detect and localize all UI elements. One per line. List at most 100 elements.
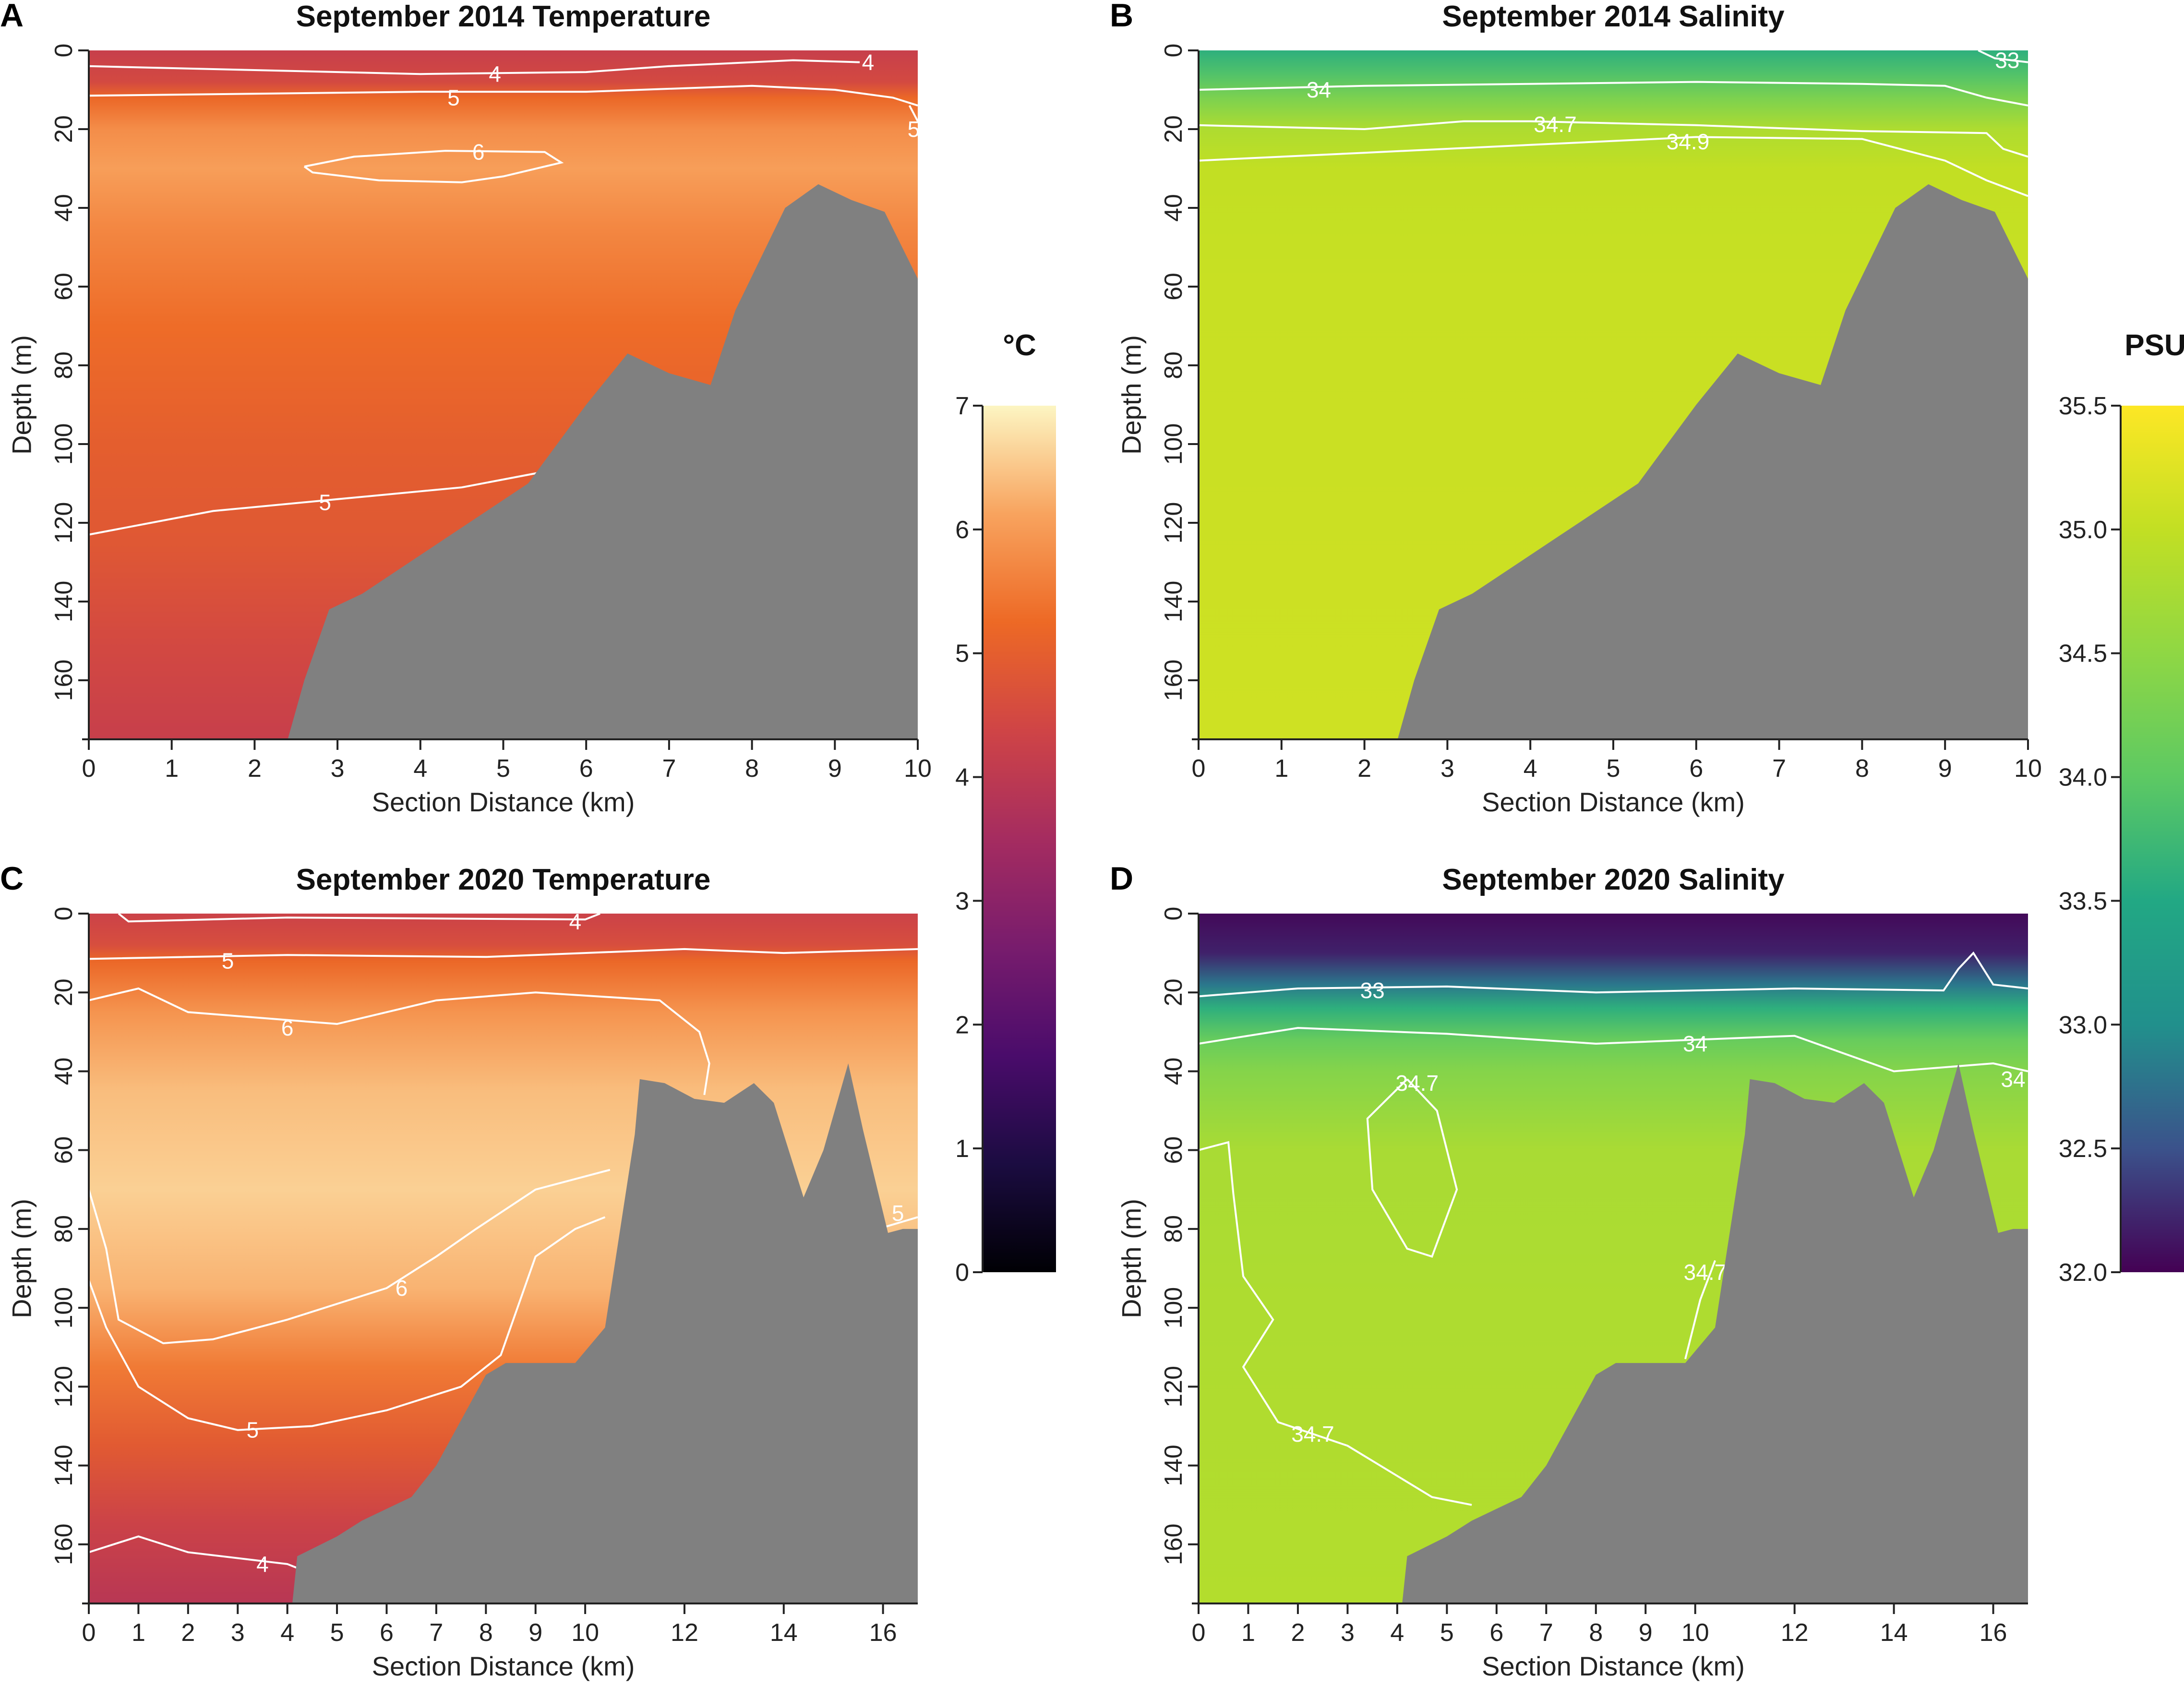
colorbar-ramp-temp (983, 406, 1056, 1272)
contour-label-A-3-0: 5 (319, 490, 331, 515)
x-tick-label-B-7: 7 (1772, 755, 1786, 783)
contour-D-3 (1198, 1141, 1472, 1506)
x-tick-label-D-2: 2 (1291, 1619, 1305, 1647)
x-tick-label-C-7: 7 (429, 1619, 443, 1647)
x-tick-label-A-1: 1 (165, 755, 179, 783)
contour-label-C-6-0: 5 (892, 1201, 904, 1226)
y-tick-label-A-160: 160 (50, 660, 78, 701)
x-tick-label-C-8: 8 (479, 1619, 493, 1647)
contour-label-C-2-0: 6 (281, 1015, 294, 1040)
contour-A-4 (908, 105, 919, 122)
y-tick-label-D-20: 20 (1160, 978, 1188, 1006)
y-tick-label-B-40: 40 (1160, 194, 1188, 222)
y-tick-label-C-20: 20 (50, 978, 78, 1006)
panel-title-C: September 2020 Temperature (296, 863, 711, 896)
x-tick-label-D-8: 8 (1589, 1619, 1603, 1647)
x-tick-label-C-5: 5 (330, 1619, 344, 1647)
x-tick-label-B-1: 1 (1274, 755, 1288, 783)
colorbar-tick-label-sal-6: 35.0 (2059, 516, 2107, 544)
x-tick-label-D-10: 10 (1681, 1619, 1709, 1647)
contour-label-A-4-0: 5 (908, 117, 920, 142)
y-tick-label-A-140: 140 (50, 581, 78, 623)
y-tick-label-D-120: 120 (1160, 1366, 1188, 1408)
contour-D-0 (1198, 951, 2028, 998)
y-tick-label-B-100: 100 (1160, 423, 1188, 465)
panel-letter-D: D (1110, 860, 1133, 897)
contour-D-4 (1684, 1260, 1716, 1360)
contour-C-3 (88, 1169, 611, 1345)
colorbar-tick-label-temp-6: 6 (955, 516, 969, 544)
x-tick-label-B-4: 4 (1524, 755, 1537, 783)
y-tick-label-A-40: 40 (50, 194, 78, 222)
x-tick-label-A-6: 6 (579, 755, 593, 783)
x-axis-title-D: Section Distance (km) (1482, 1651, 1745, 1681)
x-tick-label-B-6: 6 (1689, 755, 1703, 783)
x-tick-label-D-12: 12 (1781, 1619, 1809, 1647)
x-tick-label-A-0: 0 (82, 755, 96, 783)
y-tick-label-B-120: 120 (1160, 502, 1188, 544)
x-tick-label-B-10: 10 (2014, 755, 2042, 783)
contour-label-D-3-0: 34.7 (1291, 1422, 1334, 1446)
x-tick-label-B-5: 5 (1607, 755, 1620, 783)
panel-letter-C: C (0, 860, 24, 897)
y-tick-label-C-60: 60 (50, 1136, 78, 1164)
y-tick-label-B-140: 140 (1160, 581, 1188, 623)
y-tick-label-C-140: 140 (50, 1445, 78, 1486)
y-tick-label-C-160: 160 (50, 1523, 78, 1565)
y-tick-label-B-0: 0 (1160, 44, 1188, 58)
contour-label-C-4-0: 5 (246, 1418, 259, 1443)
colorbar-tick-label-sal-7: 35.5 (2059, 392, 2107, 420)
colorbar-tick-label-temp-0: 0 (955, 1259, 969, 1287)
panel-letter-A: A (0, 0, 24, 34)
y-tick-label-B-80: 80 (1160, 351, 1188, 379)
contour-label-C-3-0: 6 (396, 1276, 408, 1301)
x-tick-label-B-8: 8 (1855, 755, 1869, 783)
colorbar-tick-label-temp-5: 5 (955, 640, 969, 668)
x-tick-label-C-1: 1 (132, 1619, 145, 1647)
contour-C-1 (88, 948, 918, 960)
contour-label-B-3-0: 34.9 (1667, 129, 1710, 154)
x-tick-label-D-7: 7 (1539, 1619, 1553, 1647)
y-tick-label-D-140: 140 (1160, 1445, 1188, 1486)
colorbar-tick-label-temp-4: 4 (955, 764, 969, 792)
contour-label-B-0-0: 34 (1307, 77, 1331, 102)
colorbar-tick-label-sal-3: 33.5 (2059, 887, 2107, 915)
y-tick-label-A-0: 0 (50, 44, 78, 58)
x-axis-title-B: Section Distance (km) (1482, 787, 1745, 817)
colorbar-tick-label-sal-4: 34.0 (2059, 764, 2107, 792)
y-tick-label-A-120: 120 (50, 502, 78, 544)
y-axis-title-C: Depth (m) (7, 1199, 37, 1318)
contour-C-0 (118, 913, 600, 923)
x-tick-label-C-3: 3 (231, 1619, 245, 1647)
y-tick-label-C-0: 0 (50, 907, 78, 921)
x-tick-label-A-5: 5 (496, 755, 510, 783)
contour-B-1 (1978, 49, 2028, 63)
x-tick-label-A-4: 4 (413, 755, 427, 783)
x-tick-label-C-14: 14 (770, 1619, 798, 1647)
x-tick-label-D-3: 3 (1341, 1619, 1355, 1647)
x-tick-label-C-16: 16 (869, 1619, 897, 1647)
y-tick-label-A-100: 100 (50, 423, 78, 465)
contour-label-B-1-0: 33 (1995, 48, 2019, 73)
y-axis-title-B: Depth (m) (1116, 335, 1147, 455)
contour-B-2 (1198, 120, 2028, 158)
contour-B-3 (1198, 136, 2028, 197)
contour-A-3 (88, 470, 545, 536)
contour-label-D-1-1: 34 (2001, 1067, 2025, 1092)
x-tick-label-C-2: 2 (181, 1619, 195, 1647)
colorbar-tick-label-sal-0: 32.0 (2059, 1259, 2107, 1287)
y-tick-label-D-80: 80 (1160, 1215, 1188, 1243)
contour-A-2 (303, 150, 564, 183)
x-tick-label-C-9: 9 (528, 1619, 542, 1647)
x-tick-label-D-5: 5 (1440, 1619, 1454, 1647)
x-axis-title-C: Section Distance (km) (372, 1651, 635, 1681)
y-tick-label-D-100: 100 (1160, 1287, 1188, 1329)
x-tick-label-D-6: 6 (1489, 1619, 1503, 1647)
x-tick-label-A-3: 3 (331, 755, 345, 783)
colorbar-title-temp: °C (1003, 329, 1036, 362)
x-tick-label-A-9: 9 (828, 755, 842, 783)
y-tick-label-C-40: 40 (50, 1058, 78, 1085)
